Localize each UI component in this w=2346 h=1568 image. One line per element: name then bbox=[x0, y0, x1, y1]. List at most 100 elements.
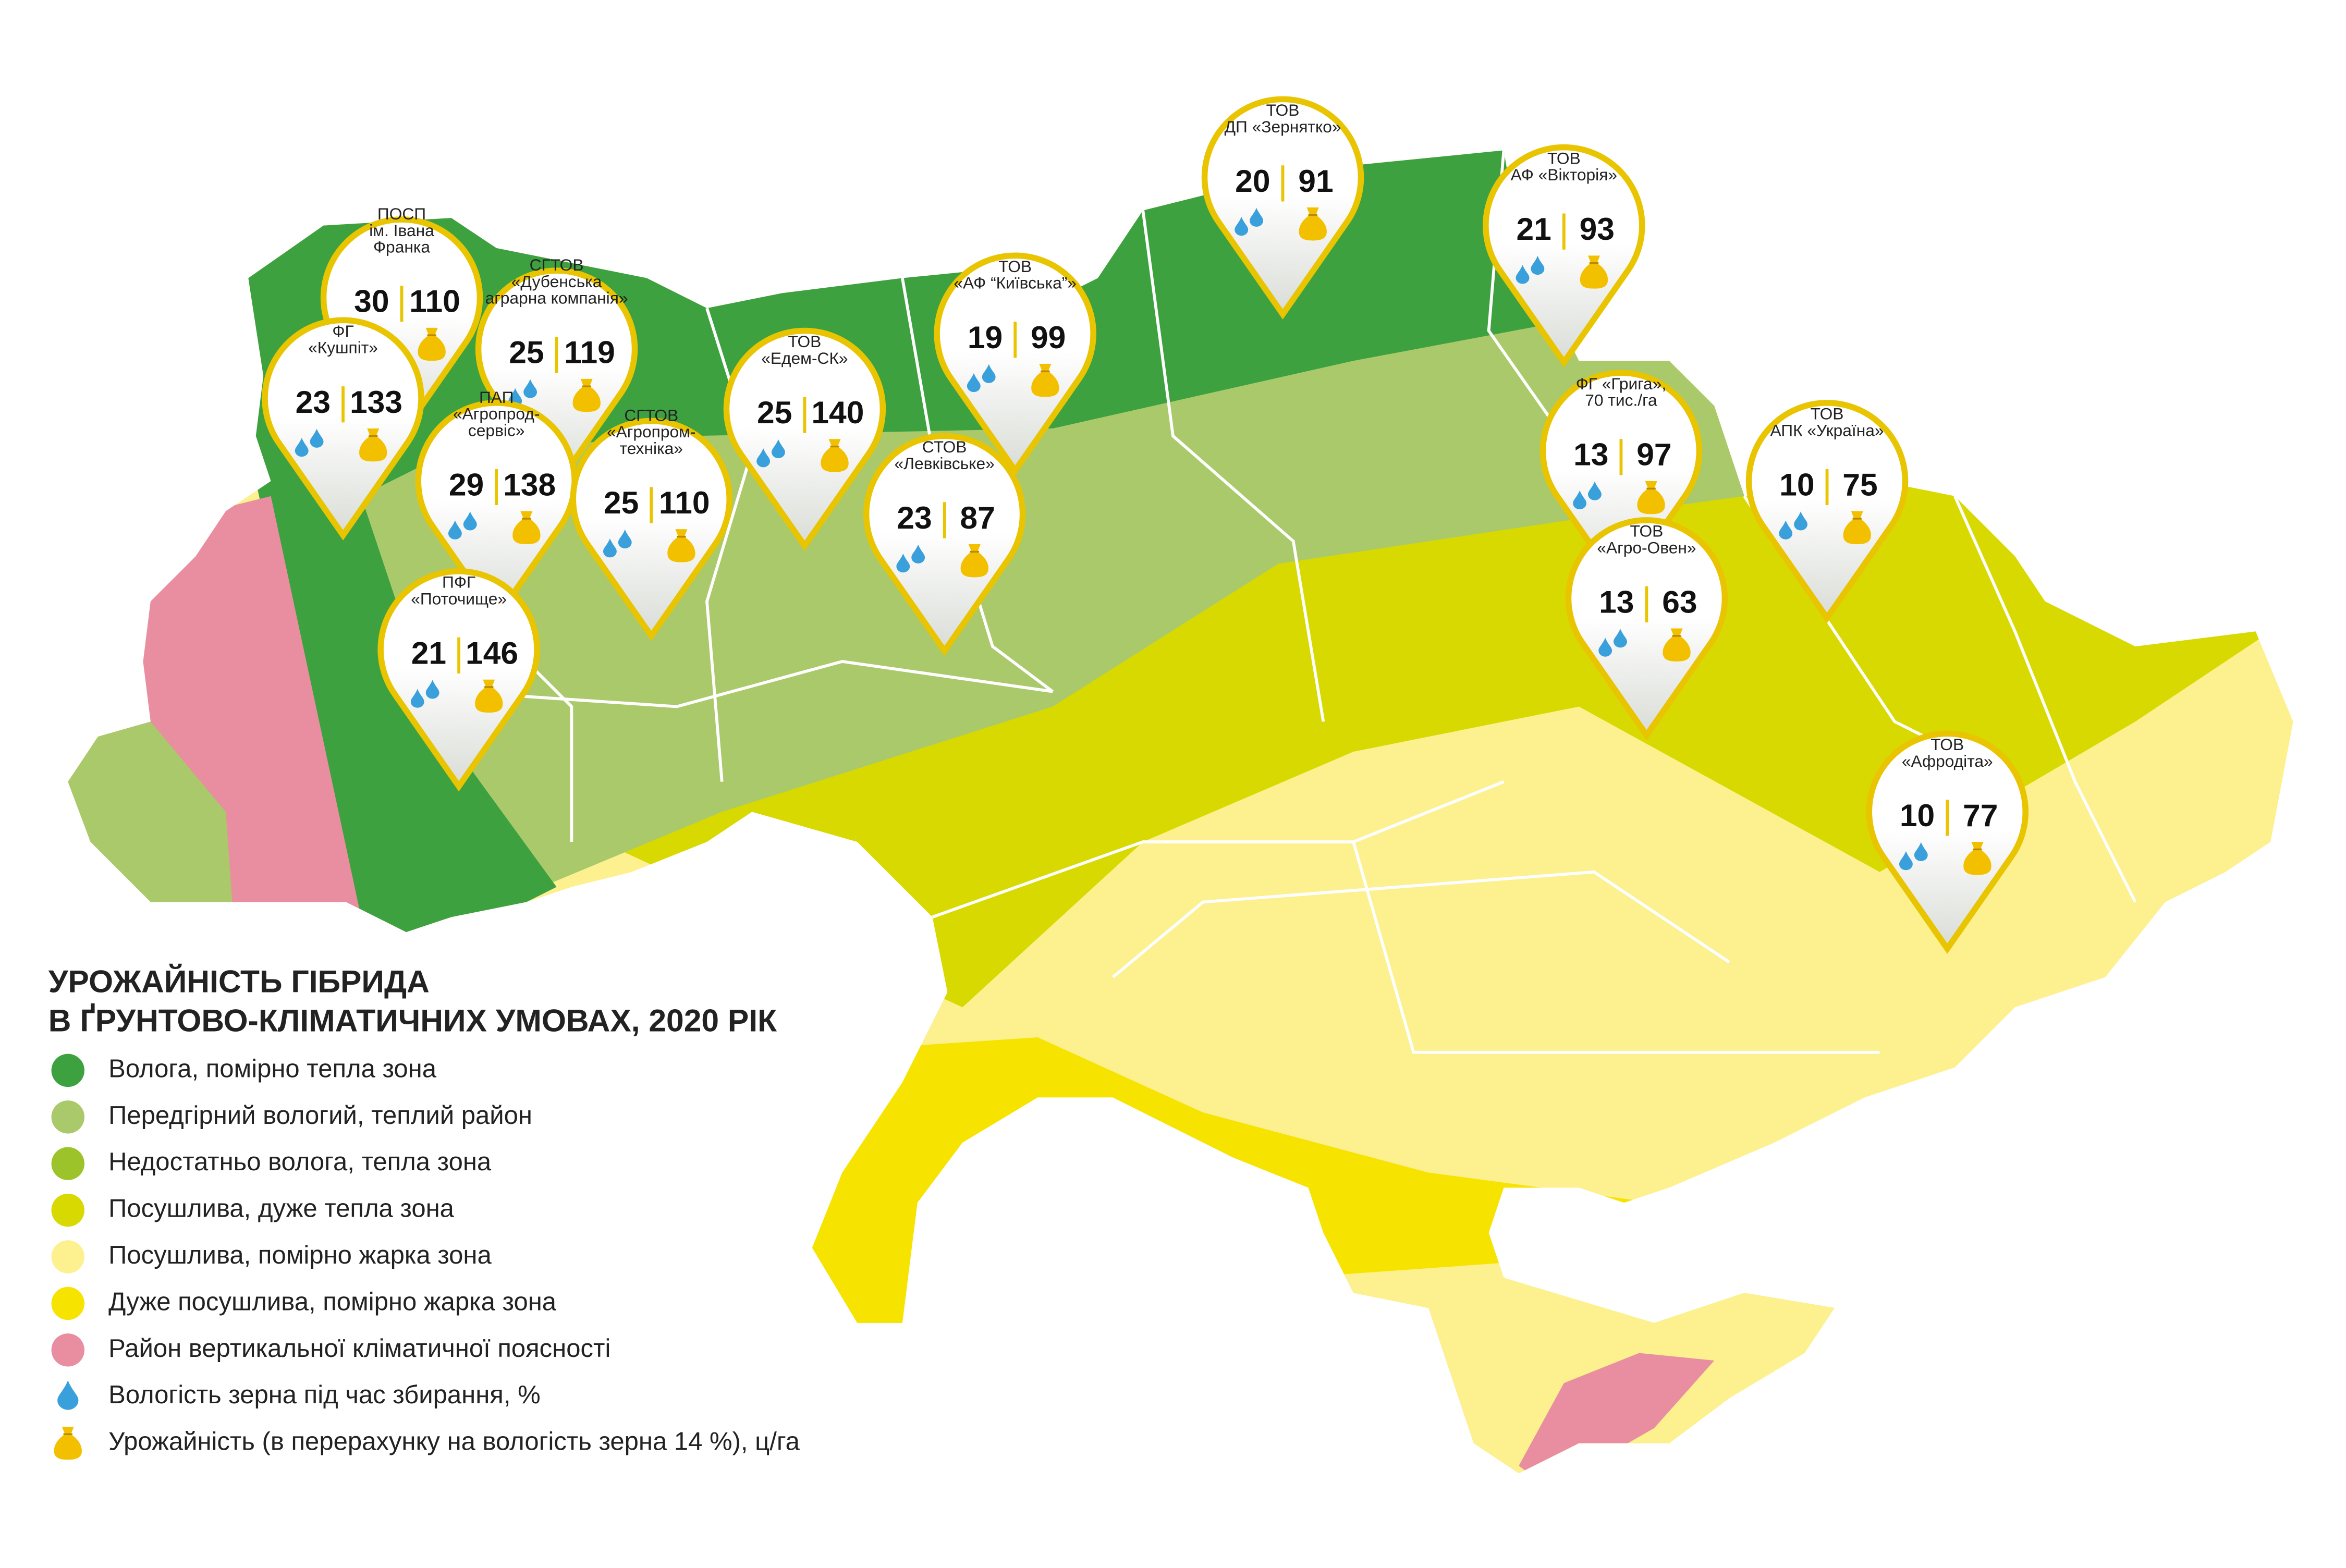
moisture-value: 13 bbox=[1599, 584, 1634, 619]
legend-swatch bbox=[51, 1240, 84, 1273]
moisture-value: 25 bbox=[757, 395, 792, 430]
pin-name: Франка bbox=[373, 238, 430, 256]
pin-name: СГТОВ bbox=[530, 255, 584, 274]
pin-name: ТОВ bbox=[1547, 149, 1581, 167]
legend-swatch bbox=[51, 1287, 84, 1320]
pin-shape bbox=[723, 327, 886, 551]
title-line: УРОЖАЙНІСТЬ ГІБРИДА bbox=[48, 963, 430, 999]
pin-name: «АФ “Київська”» bbox=[954, 274, 1077, 292]
pin-shape bbox=[1483, 144, 1645, 368]
pin-shape bbox=[1745, 400, 1909, 623]
pin-shape bbox=[475, 267, 638, 491]
yield-value: 93 bbox=[1580, 211, 1615, 247]
legend-label: Недостатньо волога, тепла зона bbox=[108, 1148, 492, 1176]
yield-value: 140 bbox=[811, 395, 864, 430]
moisture-value: 23 bbox=[897, 500, 932, 535]
legend-swatch bbox=[51, 1054, 84, 1087]
pin: ТОВ«Агро-Овен» 13 63 bbox=[1565, 517, 1728, 741]
pin-shape bbox=[570, 418, 732, 642]
pin-name: ДП «Зернятко» bbox=[1225, 117, 1341, 136]
legend-label: Дуже посушлива, помірно жарка зона bbox=[108, 1288, 557, 1316]
yield-value: 87 bbox=[960, 500, 995, 535]
pin: СГТОВ«Агропром-техніка» 25 110 bbox=[570, 406, 732, 642]
moisture-value: 30 bbox=[354, 284, 389, 319]
legend-icon bbox=[57, 1380, 79, 1410]
yield-value: 138 bbox=[503, 467, 556, 502]
pin-name: ім. Івана bbox=[369, 221, 434, 240]
legend-label: Посушлива, помірно жарка зона bbox=[108, 1241, 492, 1269]
yield-value: 110 bbox=[659, 485, 710, 520]
pin-name: ТОВ bbox=[1811, 405, 1844, 423]
legend-label: Волога, помірно тепла зона bbox=[108, 1055, 437, 1083]
pin-name: ТОВ bbox=[998, 257, 1032, 276]
legend-swatch bbox=[51, 1193, 84, 1227]
pin-shape bbox=[934, 252, 1096, 476]
legend-swatch bbox=[51, 1333, 84, 1367]
pin-name: ФГ «Грига», bbox=[1576, 374, 1666, 393]
pin-name: ФГ bbox=[332, 322, 353, 340]
moisture-value: 25 bbox=[509, 335, 544, 370]
yield-value: 63 bbox=[1662, 584, 1697, 619]
title-line: В ҐРУНТОВО-КЛІМАТИЧНИХ УМОВАХ, 2020 РІК bbox=[48, 1002, 777, 1038]
pin: ТОВ«АФ “Київська”» 19 99 bbox=[934, 252, 1096, 476]
pin-name: «Едем-СК» bbox=[761, 349, 848, 368]
pin: СТОВ«Левківське» 23 87 bbox=[863, 433, 1026, 656]
legend-label: Урожайність (в перерахунку на вологість … bbox=[108, 1428, 800, 1456]
yield-value: 146 bbox=[466, 635, 518, 670]
yield-value: 97 bbox=[1636, 437, 1671, 472]
pin-name: «Агропром- bbox=[607, 422, 695, 441]
pin-name: ТОВ bbox=[1630, 522, 1664, 541]
pin-shape bbox=[377, 568, 540, 792]
pin-name: сервіс» bbox=[468, 421, 525, 439]
pin: ФГ«Кушпіт» 23 133 bbox=[262, 317, 424, 541]
pin-name: «Дубенська bbox=[511, 272, 602, 291]
pin-shape bbox=[1866, 730, 2029, 954]
moisture-value: 25 bbox=[604, 485, 639, 520]
pin-name: ТОВ bbox=[1930, 735, 1964, 754]
moisture-value: 29 bbox=[449, 467, 484, 502]
pin-name: ПОСП bbox=[377, 204, 426, 223]
pin-name: «Левківське» bbox=[895, 454, 995, 473]
legend-label: Посушлива, дуже тепла зона bbox=[108, 1195, 455, 1223]
pin-name: «Кушпіт» bbox=[308, 338, 378, 357]
moisture-value: 21 bbox=[1516, 211, 1551, 247]
pin-shape bbox=[863, 433, 1026, 656]
moisture-value: 23 bbox=[296, 384, 331, 420]
yield-value: 110 bbox=[409, 284, 460, 319]
legend-icon bbox=[53, 1426, 83, 1460]
pin-name: АПК «Україна» bbox=[1770, 421, 1884, 439]
pin: ТОВ«Афродіта» 10 77 bbox=[1866, 730, 2029, 954]
pin: ПФГ«Поточище» 21 146 bbox=[377, 568, 540, 792]
pin: ПАП«Агропрод-сервіс» 29 138 bbox=[415, 388, 578, 623]
pin-name: техніка» bbox=[620, 439, 683, 458]
moisture-value: 19 bbox=[968, 320, 1003, 355]
yield-value: 77 bbox=[1963, 798, 1998, 833]
zone bbox=[90, 496, 361, 917]
pin-name: 70 тис./га bbox=[1585, 391, 1657, 410]
yield-value: 119 bbox=[564, 335, 615, 370]
moisture-value: 10 bbox=[1900, 798, 1935, 833]
legend-swatch bbox=[51, 1100, 84, 1134]
moisture-value: 13 bbox=[1573, 437, 1608, 472]
pin-name: АФ «Вікторія» bbox=[1511, 165, 1617, 184]
pin-name: аграрна компанія» bbox=[485, 289, 628, 308]
moisture-value: 21 bbox=[411, 635, 446, 670]
moisture-value: 20 bbox=[1235, 163, 1270, 199]
pin-name: ПАП bbox=[479, 388, 514, 407]
yield-value: 75 bbox=[1842, 467, 1877, 502]
pin-name: СТОВ bbox=[922, 437, 967, 456]
pin-name: ТОВ bbox=[1266, 101, 1300, 119]
pin-name: «Афродіта» bbox=[1902, 752, 1993, 770]
pin-shape bbox=[1539, 370, 1703, 593]
pin: ТОВ«Едем-СК» 25 140 bbox=[723, 327, 886, 551]
pin: ФГ «Грига»,70 тис./га 13 97 bbox=[1539, 370, 1703, 593]
legend: УРОЖАЙНІСТЬ ГІБРИДА В ҐРУНТОВО-КЛІМАТИЧН… bbox=[48, 963, 800, 1460]
legend-label: Вологість зерна під час збирання, % bbox=[108, 1381, 541, 1409]
yield-value: 91 bbox=[1298, 163, 1333, 199]
